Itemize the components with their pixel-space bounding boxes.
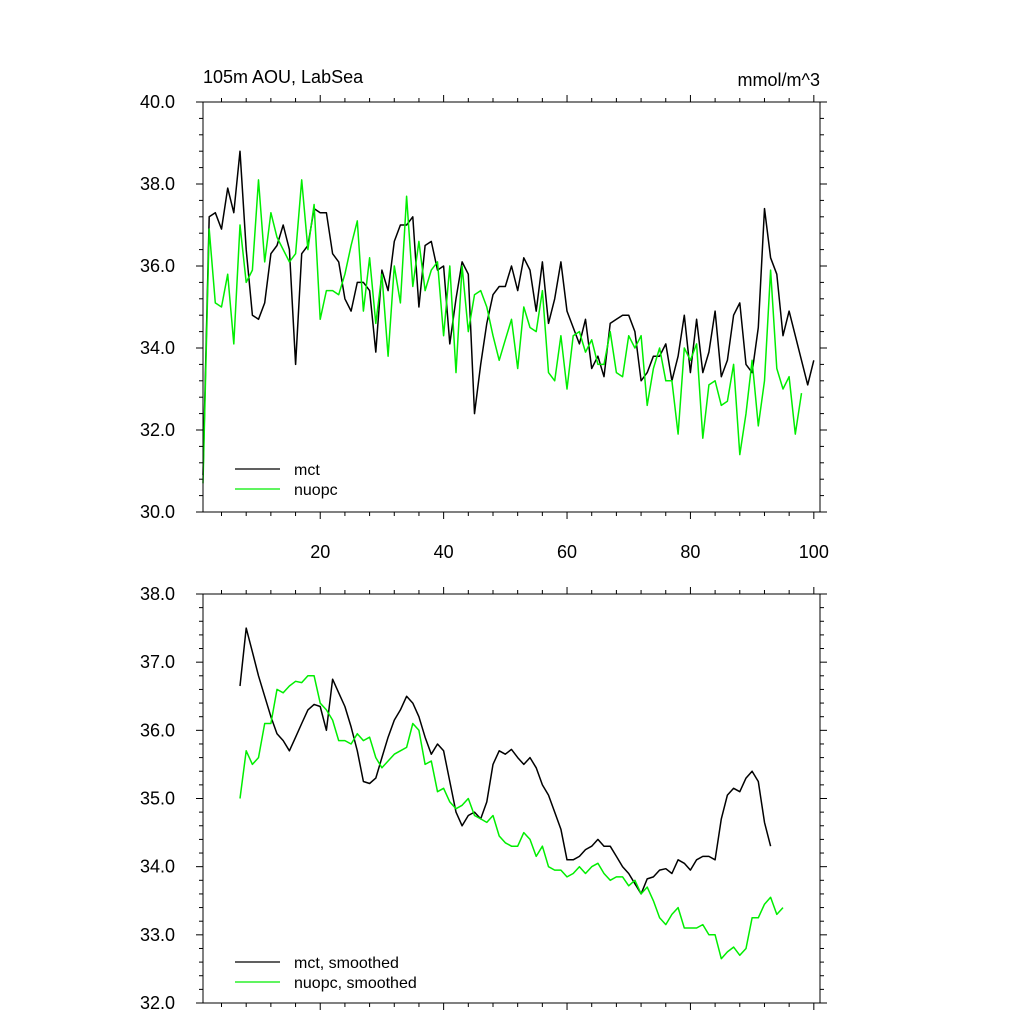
legend-mct-smoothed-label: mct, smoothed bbox=[294, 955, 399, 972]
y-tick-label: 32.0 bbox=[140, 993, 175, 1013]
legend-nuopc-smoothed-label: nuopc, smoothed bbox=[294, 975, 417, 992]
bottom-panel: 32.0 33.0 34.0 35.0 36.0 37.0 38.0 mct, smooth… bbox=[140, 584, 827, 1013]
y-tick-label: 33.0 bbox=[140, 925, 175, 945]
top-panel-title: 105m AOU, LabSea bbox=[203, 67, 364, 87]
series-line-nuopc bbox=[202, 179, 803, 484]
y-tick-label: 37.0 bbox=[140, 652, 175, 672]
y-tick-label: 32.0 bbox=[140, 420, 175, 440]
x-tick-label: 60 bbox=[557, 542, 577, 562]
top-panel-ticks bbox=[196, 95, 827, 519]
x-tick-label: 40 bbox=[434, 542, 454, 562]
legend-nuopc-label: nuopc bbox=[294, 482, 338, 499]
top-panel-legend: mct nuopc bbox=[235, 462, 338, 499]
series-line-mct-smoothed bbox=[239, 627, 772, 895]
y-tick-label: 38.0 bbox=[140, 174, 175, 194]
bottom-panel-ticks bbox=[196, 587, 827, 1010]
x-tick-label: 100 bbox=[799, 542, 829, 562]
bottom-panel-legend: mct, smoothed nuopc, smoothed bbox=[235, 955, 417, 992]
top-panel-series bbox=[202, 150, 815, 484]
y-tick-label: 38.0 bbox=[140, 584, 175, 604]
top-panel-units: mmol/m^3 bbox=[738, 70, 820, 90]
top-panel-frame bbox=[202, 101, 821, 513]
top-panel-x-tick-labels: 20 40 60 80 100 bbox=[310, 542, 829, 562]
series-line-nuopc-smoothed bbox=[239, 675, 784, 960]
y-tick-label: 36.0 bbox=[140, 720, 175, 740]
y-tick-label: 35.0 bbox=[140, 789, 175, 809]
bottom-panel-y-tick-labels: 32.0 33.0 34.0 35.0 36.0 37.0 38.0 bbox=[140, 584, 175, 1013]
bottom-panel-frame bbox=[202, 593, 821, 1004]
legend-mct-label: mct bbox=[294, 462, 320, 479]
series-line-mct bbox=[202, 150, 815, 476]
y-tick-label: 36.0 bbox=[140, 256, 175, 276]
top-panel-y-tick-labels: 30.0 32.0 34.0 36.0 38.0 40.0 bbox=[140, 92, 175, 522]
y-tick-label: 30.0 bbox=[140, 502, 175, 522]
top-panel: 105m AOU, LabSea mmol/m^3 30.0 32.0 34.0 36… bbox=[140, 67, 829, 562]
x-tick-label: 80 bbox=[680, 542, 700, 562]
y-tick-label: 34.0 bbox=[140, 338, 175, 358]
x-tick-label: 20 bbox=[310, 542, 330, 562]
y-tick-label: 34.0 bbox=[140, 857, 175, 877]
y-tick-label: 40.0 bbox=[140, 92, 175, 112]
bottom-panel-series bbox=[239, 627, 784, 960]
